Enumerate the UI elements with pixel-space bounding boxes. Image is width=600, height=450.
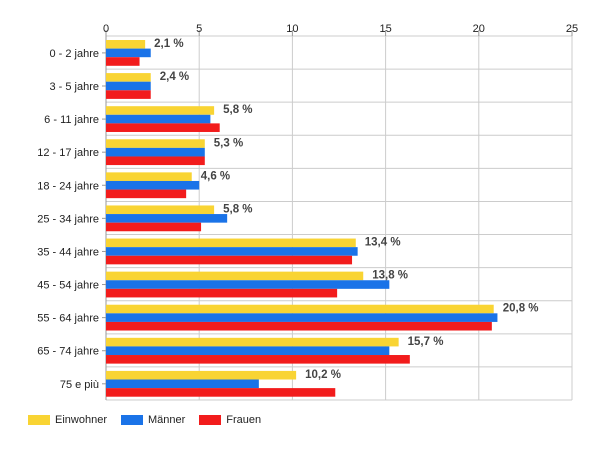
x-tick-label: 20 [473,23,485,35]
bar-frauen [106,123,220,132]
x-tick-label: 0 [103,23,109,35]
legend-label: Männer [147,414,186,426]
bar-mnner [106,313,498,322]
bar-einwohner [106,238,356,248]
legend-swatch [199,415,222,425]
data-label: 13,8 % [372,270,408,282]
category-label: 75 e più [60,379,99,391]
bar-mnner [106,48,151,58]
bar-frauen [106,189,187,199]
bar-mnner [106,346,390,356]
category-label: 25 - 34 jahre [37,213,99,225]
bar-mnner [106,114,211,124]
data-label: 5,8 % [223,104,252,116]
x-tick-label: 10 [286,23,298,35]
legend-item: Einwohner [28,414,107,426]
category-label: 0 - 2 jahre [49,48,99,60]
bar-mnner [106,180,200,190]
category-label: 18 - 24 jahre [37,180,99,192]
category-label: 65 - 74 jahre [37,346,99,358]
bar-frauen [106,255,353,265]
x-tick-label: 5 [196,23,202,35]
legend: Einwohner Männer Frauen [28,414,275,426]
bar-einwohner [106,40,146,49]
data-label: 5,3 % [214,137,243,149]
category-label: 35 - 44 jahre [37,246,99,258]
data-label: 15,7 % [408,336,444,348]
legend-label: Einwohner [55,414,107,426]
x-tick-label: 25 [566,23,578,35]
category-label: 3 - 5 jahre [49,81,99,93]
category-label: 45 - 54 jahre [37,280,99,292]
bar-frauen [106,321,492,331]
bar-mnner [106,247,358,256]
bar-frauen [106,388,336,397]
bar-einwohner [106,271,364,281]
data-label: 5,8 % [223,203,252,215]
legend-swatch [120,415,143,425]
bar-mnner [106,214,228,223]
data-label: 2,1 % [154,38,183,50]
legend-item: Frauen [199,414,261,426]
bar-einwohner [106,370,297,380]
category-label: 6 - 11 jahre [44,114,99,126]
bar-einwohner [106,205,215,215]
data-label: 4,6 % [201,170,230,182]
bar-einwohner [106,337,399,347]
bar-mnner [106,280,390,289]
legend-swatch [28,415,50,425]
category-label: 12 - 17 jahre [37,147,99,159]
bar-einwohner [106,139,205,148]
bars [106,40,498,397]
bar-einwohner [106,106,215,115]
category-label: 55 - 64 jahre [37,313,99,325]
category-labels: 0 - 2 jahre 3 - 5 jahre 6 - 11 jahre 12 - 1… [37,48,106,391]
data-label: 13,4 % [365,237,401,249]
bar-frauen [106,156,205,166]
legend-label: Frauen [226,414,262,426]
bar-mnner [106,81,151,91]
bar-einwohner [106,172,192,181]
data-labels: 2,1 % 2,4 % 5,8 % 5,3 % 4,6 % 5,8 % 13,4 % 13,8… [154,38,538,381]
data-label: 2,4 % [160,71,189,83]
data-label: 20,8 % [503,303,539,315]
bar-frauen [106,288,338,298]
bar-frauen [106,90,151,99]
bar-einwohner [106,304,494,314]
legend-item: Männer [120,414,186,426]
data-label: 10,2 % [305,369,341,381]
bar-mnner [106,379,259,389]
bar-frauen [106,355,410,364]
bar-frauen [106,57,140,66]
x-axis-ticks: 0 5 10 15 20 25 [103,23,578,35]
x-tick-label: 15 [379,23,391,35]
bar-einwohner [106,73,151,82]
bar-mnner [106,147,205,157]
bar-frauen [106,222,202,232]
